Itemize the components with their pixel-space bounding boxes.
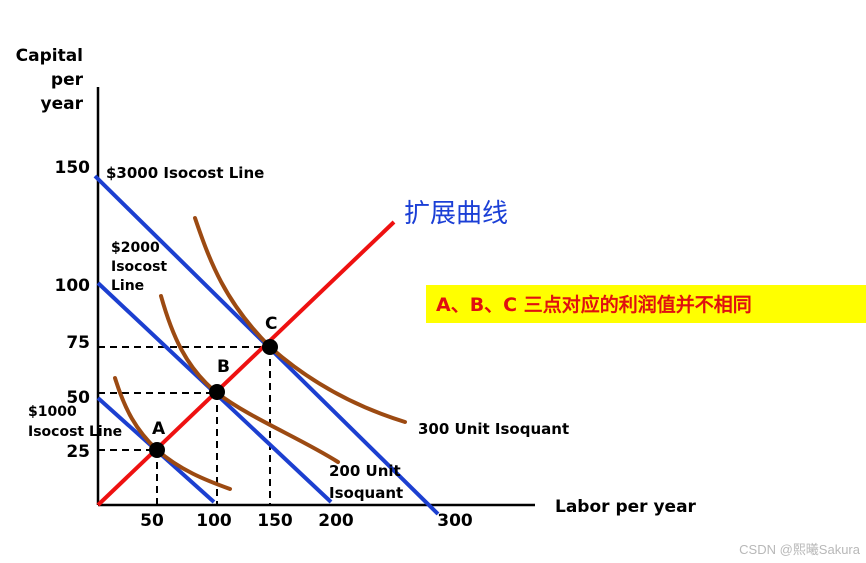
x-tick-150: 150	[257, 511, 293, 531]
point-c-label: C	[265, 314, 277, 334]
point-c-marker	[262, 339, 278, 355]
isoquant-300-curve	[193, 216, 407, 424]
point-b-label: B	[217, 357, 230, 377]
y-tick-150: 150	[55, 158, 91, 178]
y-tick-75: 75	[66, 333, 90, 353]
isoquant-200-label-line-1: 200 Unit	[329, 462, 401, 480]
x-tick-100: 100	[196, 511, 232, 531]
profit-banner-text: A、B、C 三点对应的利润值并不相同	[436, 293, 752, 316]
point-b-marker	[209, 384, 225, 400]
x-tick-200: 200	[318, 511, 354, 531]
isoquant-200-label-line-2: Isoquant	[329, 484, 403, 502]
expansion-path-label: 扩展曲线	[404, 199, 508, 229]
isocost-1000-label-line-2: Isocost Line	[28, 424, 122, 440]
y-axis-title-line-2: per	[51, 70, 84, 90]
isocost-2000-label-line-3: Line	[111, 278, 144, 294]
csdn-watermark: CSDN @熙曦Sakura	[739, 542, 861, 557]
x-axis-title: Labor per year	[555, 497, 697, 517]
isoquant-300-label: 300 Unit Isoquant	[418, 420, 569, 438]
point-a-marker	[149, 442, 165, 458]
isocost-2000-label-line-1: $2000	[111, 240, 160, 256]
y-tick-100: 100	[55, 276, 91, 296]
isocost-1000-label-line-1: $1000	[28, 404, 77, 420]
y-axis-title-line-1: Capital	[16, 46, 83, 66]
y-tick-25: 25	[66, 442, 90, 462]
y-tick-50: 50	[66, 388, 90, 408]
y-axis-title-line-3: year	[41, 94, 84, 114]
profit-banner-background	[426, 285, 866, 323]
isocost-3000-label: $3000 Isocost Line	[106, 164, 264, 182]
point-a-label: A	[152, 419, 166, 439]
x-tick-50: 50	[140, 511, 164, 531]
isocost-2000-label-line-2: Isocost	[111, 259, 167, 275]
expansion-path-line	[96, 220, 396, 507]
x-tick-300: 300	[437, 511, 473, 531]
